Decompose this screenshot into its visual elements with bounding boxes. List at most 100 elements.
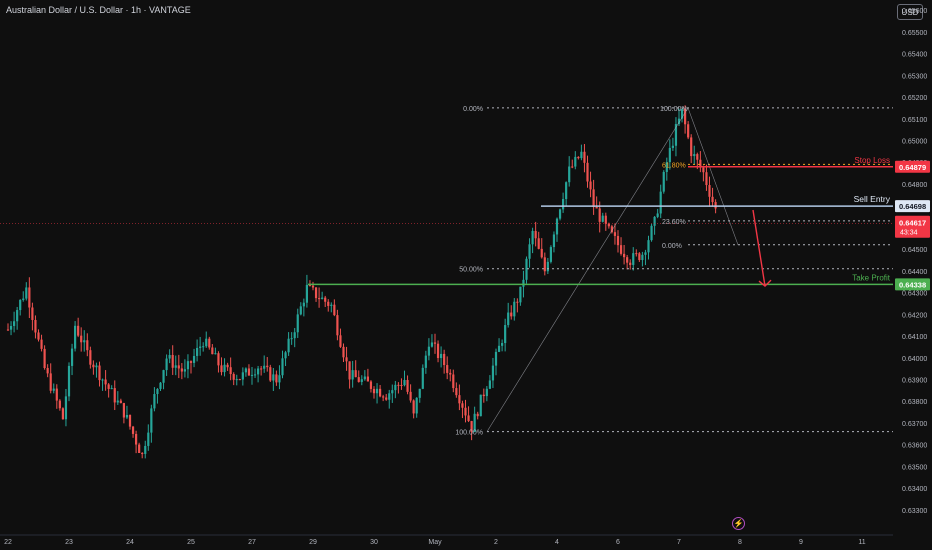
candle-body [34,319,37,333]
candle-body [565,182,568,200]
candle-body [616,235,620,246]
candle-body [595,207,598,209]
candle-body [531,230,534,245]
take-profit-tag: 0.64338 [899,280,926,289]
candle-body [647,240,650,253]
candle-body [711,196,714,203]
fib-small-label: 23.60% [662,219,686,226]
time-tick-label: 11 [858,539,865,546]
stop-loss-tag: 0.64879 [899,163,926,172]
candle-body [199,346,202,348]
candle-body [516,301,519,303]
candle-body [357,377,360,382]
candle-body [104,379,107,385]
candle-body [534,230,537,239]
candle-body [318,298,321,300]
candle-body [394,384,397,391]
fib-level-label: 0.00% [463,106,483,113]
candle-body [629,262,632,265]
candle-body [67,365,71,397]
candle-body [638,253,641,261]
candle-body [412,400,415,414]
time-tick-label: 6 [616,539,620,546]
candle-body [290,338,293,340]
candle-body [485,388,488,397]
candle-body [266,365,269,368]
flash-icon[interactable]: ⚡ [732,517,745,530]
candle-body [86,340,89,351]
candle-body [22,298,25,300]
time-tick-label: 9 [799,539,803,546]
candle-body [165,358,168,371]
candle-body [202,346,205,348]
price-axis[interactable]: 0.65600 0.65500 0.65400 0.65300 0.65200 0.651… [895,8,930,515]
candle-body [324,297,327,302]
candle-body [107,384,110,389]
candle-body [687,124,690,138]
candle-body [275,374,278,383]
candle-body [705,172,708,186]
candle-body [598,208,601,222]
price-tick-label: 0.64100 [902,334,927,341]
candle-body [232,374,235,380]
candle-body [31,307,34,320]
candle-body [247,368,251,376]
candle-body [260,368,263,370]
candle-body [656,213,659,217]
sell-entry-tag: 0.64698 [899,202,926,211]
time-tick-label: 25 [187,539,195,546]
candle-body [391,390,394,394]
time-tick-label: May [428,539,442,546]
candle-body [449,372,452,375]
candle-body [287,338,290,353]
price-tick-label: 0.64800 [902,182,927,189]
candle-body [308,284,312,286]
candle-body [577,156,580,159]
candle-body [131,426,135,434]
candle-body [433,342,437,344]
candle-body [626,257,629,263]
candle-body [455,388,458,396]
candle-body [604,215,607,224]
candle-body [623,253,626,258]
price-tick-label: 0.64300 [902,291,927,298]
candle-body [693,154,696,157]
candle-body [436,343,440,359]
candle-body [458,395,461,404]
candle-body [583,151,586,163]
candle-body [168,355,171,359]
stop-loss-tag-bg [895,160,930,173]
time-axis[interactable]: 22 23 24 25 27 29 30 May 2 4 6 7 8 9 11 [0,534,893,546]
candle-body [430,342,434,347]
candle-body [504,325,507,344]
candle-body [479,394,482,417]
candle-body [440,353,443,359]
candle-body [562,199,565,210]
candle-body [543,257,546,272]
candle-body [482,394,485,397]
candle-body [211,347,214,355]
candle-body [281,358,284,376]
candle-body [305,284,308,303]
candle-body [214,353,217,355]
price-tick-label: 0.65400 [902,52,927,59]
currency-button[interactable]: USD [897,4,923,20]
candle-body [708,185,711,197]
candle-body [345,357,348,362]
candle-body [263,365,266,369]
candle-body [446,365,449,373]
sell-entry-label: Sell Entry [854,194,891,204]
price-tick-label: 0.63500 [902,464,927,471]
candle-body [153,394,156,409]
candle-body [342,346,345,358]
candle-body [180,368,183,372]
candle-body [619,245,623,254]
candle-body [403,379,406,386]
candle-body [13,321,16,326]
candle-body [546,261,549,272]
candle-body [174,365,177,368]
candle-body [95,365,98,368]
price-tick-label: 0.65200 [902,95,927,102]
candle-body [293,332,296,339]
